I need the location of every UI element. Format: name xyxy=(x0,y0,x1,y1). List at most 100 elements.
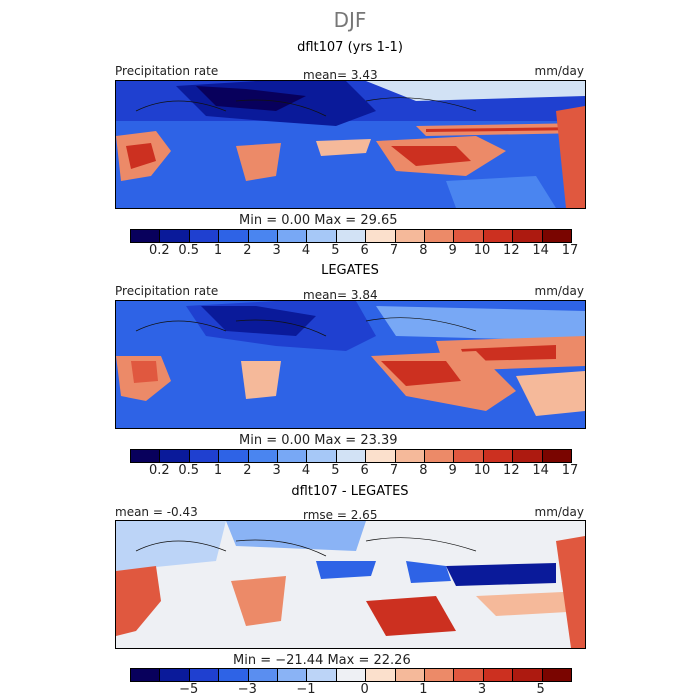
colorbar-swatch xyxy=(307,230,337,242)
colorbar-label: 0.2 xyxy=(148,463,170,478)
field-maritime-core xyxy=(391,146,471,166)
colorbar-label: 6 xyxy=(360,463,369,478)
field-north-africa xyxy=(226,521,366,551)
panel-2-map xyxy=(115,300,586,429)
panel-3-title: dflt107 - LEGATES xyxy=(291,484,409,499)
colorbar-label: 7 xyxy=(389,243,399,258)
colorbar-swatch xyxy=(513,230,543,242)
colorbar-label: 5 xyxy=(331,463,340,478)
panel-2-mean-label: mean= 3.84 xyxy=(303,288,378,302)
panel-2-title: LEGATES xyxy=(321,263,379,278)
panel-2-map-field xyxy=(116,301,585,428)
colorbar-label: 8 xyxy=(419,463,428,478)
colorbar-swatch xyxy=(307,450,337,462)
colorbar-label: 12 xyxy=(503,243,520,258)
colorbar-swatch xyxy=(336,450,367,462)
colorbar-swatch xyxy=(248,230,279,242)
colorbar-label: 0.5 xyxy=(178,243,199,258)
panel-1-colorbar xyxy=(130,229,572,243)
colorbar-swatch xyxy=(248,669,279,681)
field-itcz-core xyxy=(426,127,585,132)
colorbar-swatch xyxy=(160,230,190,242)
colorbar-label: 2 xyxy=(243,463,252,478)
colorbar-label: 0.5 xyxy=(178,463,199,478)
colorbar-swatch xyxy=(278,230,308,242)
colorbar-swatch xyxy=(160,669,190,681)
colorbar-swatch xyxy=(366,669,396,681)
panel-3-rmse-label: rmse = 2.65 xyxy=(303,508,378,522)
colorbar-label: 17 xyxy=(561,463,579,478)
field-maritime-core xyxy=(381,361,461,386)
colorbar-swatch xyxy=(425,230,455,242)
panel-1-map xyxy=(115,80,586,209)
field-south-pacific xyxy=(516,371,585,416)
coastline xyxy=(135,317,477,337)
colorbar-label: 14 xyxy=(532,463,549,478)
field-east-edge xyxy=(556,536,585,648)
colorbar-label: 5 xyxy=(331,243,340,258)
colorbar-label: 6 xyxy=(360,243,369,258)
colorbar-label: −5 xyxy=(179,682,199,697)
colorbar-label: 1 xyxy=(213,243,223,258)
colorbar-swatch xyxy=(425,669,455,681)
field-amazon-core xyxy=(131,361,158,383)
colorbar-swatch xyxy=(513,450,543,462)
panel-3-colorbar xyxy=(130,668,572,682)
panel-2-colorbar xyxy=(130,449,572,463)
field-africa-bias xyxy=(231,576,286,626)
panel-3-map-field xyxy=(116,521,585,648)
colorbar-label: 0 xyxy=(360,682,369,697)
field-wet-band-north xyxy=(366,81,585,101)
field-very-dry-region xyxy=(196,86,306,111)
colorbar-label: 3 xyxy=(272,463,281,478)
colorbar-swatch xyxy=(454,450,484,462)
colorbar-swatch xyxy=(542,230,572,242)
panel-2-minmax: Min = 0.00 Max = 23.39 xyxy=(239,433,398,448)
colorbar-swatch xyxy=(131,669,161,681)
colorbar-swatch xyxy=(542,450,572,462)
panel-1-title: dflt107 (yrs 1-1) xyxy=(297,40,403,55)
field-amazon-core xyxy=(126,143,156,169)
panel-2-variable-label: Precipitation rate xyxy=(115,284,219,298)
field-south-america-bias xyxy=(116,566,161,636)
colorbar-label: 8 xyxy=(419,243,428,258)
colorbar-label: 2 xyxy=(243,243,252,258)
field-northwest xyxy=(116,521,226,571)
colorbar-label: 9 xyxy=(448,463,457,478)
field-pacific-dry-bias xyxy=(446,563,556,586)
colorbar-swatch xyxy=(307,669,337,681)
field-africa-south xyxy=(236,143,281,181)
panel-1-mean-label: mean= 3.43 xyxy=(303,68,378,82)
colorbar-swatch xyxy=(219,669,249,681)
coastline xyxy=(135,97,477,117)
panel-1-minmax: Min = 0.00 Max = 29.65 xyxy=(239,213,398,228)
field-indian-dry xyxy=(316,561,376,579)
colorbar-swatch xyxy=(483,450,514,462)
colorbar-swatch xyxy=(395,230,426,242)
colorbar-swatch xyxy=(483,669,514,681)
panel-1-units-label: mm/day xyxy=(534,64,585,78)
colorbar-swatch xyxy=(248,450,279,462)
colorbar-swatch xyxy=(454,230,484,242)
field-very-dry-region xyxy=(201,306,316,336)
colorbar-label: 10 xyxy=(473,463,491,478)
colorbar-swatch xyxy=(278,669,308,681)
coastline xyxy=(135,537,477,557)
colorbar-swatch xyxy=(425,450,455,462)
colorbar-label: 4 xyxy=(301,243,311,258)
colorbar-swatch xyxy=(131,230,161,242)
colorbar-label: 0.2 xyxy=(148,243,170,258)
colorbar-swatch xyxy=(395,669,426,681)
colorbar-swatch xyxy=(483,230,514,242)
panel-1-variable-label: Precipitation rate xyxy=(115,64,219,78)
colorbar-swatch xyxy=(395,450,426,462)
field-itcz-core xyxy=(461,345,556,361)
colorbar-swatch xyxy=(160,450,190,462)
figure-title: DJF xyxy=(333,8,367,32)
colorbar-swatch xyxy=(513,669,543,681)
colorbar-swatch xyxy=(542,669,572,681)
colorbar-label: 5 xyxy=(536,682,545,697)
colorbar-swatch xyxy=(189,669,220,681)
colorbar-swatch xyxy=(219,230,249,242)
field-africa-south xyxy=(241,361,281,399)
